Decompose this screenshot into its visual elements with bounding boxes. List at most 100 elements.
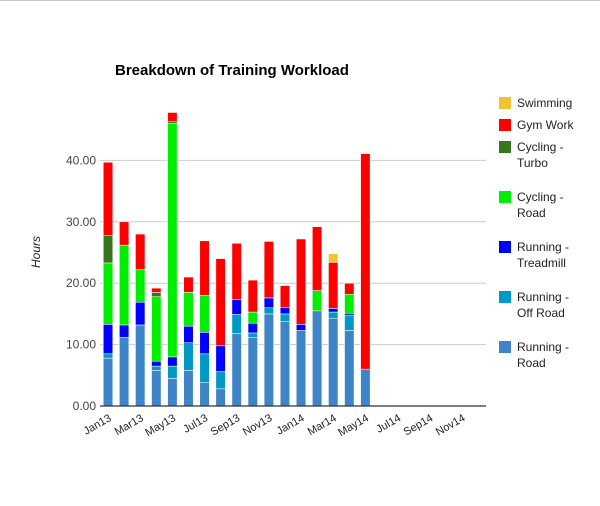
legend-swatch bbox=[499, 141, 511, 153]
bar-segment bbox=[247, 322, 258, 334]
bar-segment bbox=[183, 342, 194, 371]
y-tick-label: 30.00 bbox=[66, 215, 96, 229]
bars bbox=[103, 112, 371, 407]
bar-segment bbox=[279, 285, 290, 309]
x-tick-label: Nov14 bbox=[434, 412, 468, 438]
bar-segment bbox=[183, 370, 194, 407]
x-tick-label: Jul13 bbox=[181, 412, 210, 436]
bar-segment bbox=[328, 308, 339, 313]
bar-segment bbox=[215, 371, 226, 390]
bar-segment bbox=[344, 282, 355, 295]
bar-segment bbox=[103, 262, 114, 325]
legend-label: Running - bbox=[517, 240, 569, 254]
bar-segment bbox=[119, 324, 130, 338]
legend-item: Running - Road bbox=[499, 340, 569, 370]
bar-segment bbox=[103, 161, 114, 236]
bar-segment bbox=[344, 313, 355, 316]
chart-title: Breakdown of Training Workload bbox=[115, 62, 349, 79]
bar-segment bbox=[119, 244, 130, 326]
x-tick-label: Sep13 bbox=[209, 412, 243, 438]
legend-label: Off Road bbox=[517, 306, 565, 320]
bar-segment bbox=[103, 235, 114, 264]
y-tick-label: 0.00 bbox=[73, 399, 97, 413]
bar-segment bbox=[328, 317, 339, 407]
bar-segment bbox=[263, 313, 274, 407]
x-tick-label: Jan14 bbox=[275, 412, 307, 437]
bar-segment bbox=[103, 357, 114, 407]
bar-segment bbox=[296, 330, 307, 407]
bar-segment bbox=[167, 123, 178, 358]
bar-segment bbox=[231, 243, 242, 301]
bar-stack bbox=[151, 287, 162, 407]
bar-segment bbox=[183, 292, 194, 327]
bar-segment bbox=[199, 353, 210, 383]
bar-segment bbox=[344, 330, 355, 407]
bar-stack bbox=[103, 161, 114, 407]
bar-segment bbox=[199, 332, 210, 355]
bar-segment bbox=[263, 307, 274, 315]
bar-stack bbox=[296, 238, 307, 407]
bar-segment bbox=[135, 324, 146, 407]
bar-segment bbox=[360, 368, 371, 407]
x-tick-label: Mar14 bbox=[306, 412, 339, 438]
bar-segment bbox=[215, 258, 226, 347]
bar-segment bbox=[344, 314, 355, 331]
bar-segment bbox=[231, 299, 242, 315]
bar-segment bbox=[360, 153, 371, 370]
bar-segment bbox=[247, 279, 258, 313]
x-tick-label: Jul14 bbox=[374, 412, 403, 436]
bar-segment bbox=[135, 269, 146, 303]
bar-segment bbox=[151, 370, 162, 407]
bar-segment bbox=[279, 313, 290, 322]
bar-segment bbox=[199, 382, 210, 407]
y-axis-label: Hours bbox=[29, 236, 43, 268]
bar-segment bbox=[151, 296, 162, 362]
bar-segment bbox=[215, 345, 226, 372]
legend-swatch bbox=[499, 191, 511, 203]
x-tick-label: Sep14 bbox=[402, 412, 436, 438]
bar-segment bbox=[296, 238, 307, 325]
bar-segment bbox=[312, 290, 323, 312]
bar-segment bbox=[344, 294, 355, 314]
bar-stack bbox=[135, 233, 146, 407]
legend-label: Swimming bbox=[517, 96, 572, 110]
bar-stack bbox=[312, 226, 323, 407]
bar-stack bbox=[119, 221, 130, 407]
bar-segment bbox=[231, 333, 242, 407]
legend-label: Gym Work bbox=[517, 118, 574, 132]
bar-stack bbox=[247, 279, 258, 407]
legend: Swimming Gym Work Cycling - Turbo Cycling - R… bbox=[499, 96, 574, 370]
bar-stack bbox=[360, 153, 371, 407]
x-tick-label: Jan13 bbox=[82, 412, 114, 437]
legend-item: Running - Off Road bbox=[499, 290, 569, 320]
bar-segment bbox=[263, 297, 274, 309]
gridlines bbox=[100, 159, 486, 346]
legend-item: Running - Treadmill bbox=[499, 240, 569, 270]
x-tick-label: May13 bbox=[143, 412, 178, 439]
bar-segment bbox=[247, 332, 258, 338]
bar-segment bbox=[279, 321, 290, 407]
legend-label: Running - bbox=[517, 290, 569, 304]
bar-stack bbox=[231, 243, 242, 407]
legend-label: Road bbox=[517, 356, 546, 370]
legend-swatch bbox=[499, 291, 511, 303]
bar-segment bbox=[151, 292, 162, 297]
bar-segment bbox=[328, 253, 339, 263]
bar-segment bbox=[135, 233, 146, 270]
bar-segment bbox=[328, 262, 339, 309]
bar-stack bbox=[183, 276, 194, 407]
x-tick-label: Mar13 bbox=[113, 412, 146, 438]
legend-item: Gym Work bbox=[499, 118, 574, 132]
bar-segment bbox=[247, 311, 258, 324]
x-tick-label: Nov13 bbox=[241, 412, 275, 438]
bar-segment bbox=[103, 353, 114, 359]
bar-segment bbox=[279, 307, 290, 315]
legend-item: Cycling - Turbo bbox=[499, 140, 564, 170]
legend-label: Turbo bbox=[517, 156, 548, 170]
x-tick-label: May14 bbox=[336, 412, 371, 439]
bar-segment bbox=[167, 356, 178, 367]
bar-segment bbox=[183, 276, 194, 293]
bar-segment bbox=[199, 240, 210, 296]
